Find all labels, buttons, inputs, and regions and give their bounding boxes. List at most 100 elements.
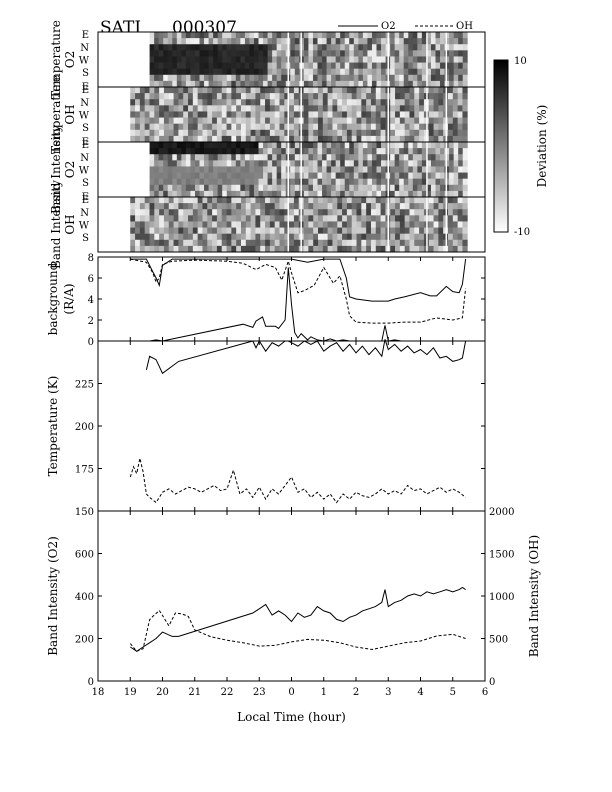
keogram-cell	[265, 87, 271, 94]
keogram-cell	[390, 87, 396, 94]
keogram-cell	[435, 80, 441, 88]
keogram-cell	[331, 32, 337, 39]
keogram-cell	[245, 245, 252, 253]
keogram-cell	[207, 215, 213, 222]
keogram-cell	[435, 148, 441, 155]
keogram-cell	[204, 154, 209, 161]
keogram-cell	[327, 111, 333, 118]
keogram-cell	[318, 123, 324, 131]
keogram-cell	[414, 197, 420, 204]
keogram-cell	[462, 74, 468, 82]
keogram-cell	[144, 93, 150, 100]
keogram-cell	[303, 80, 309, 88]
keogram-cell	[414, 221, 420, 228]
keogram-cell	[269, 129, 276, 137]
keogram-cell	[458, 184, 464, 192]
keogram-cell	[194, 166, 200, 173]
keogram-cell	[190, 56, 196, 63]
keogram-cell	[426, 166, 432, 173]
keogram-cell	[403, 172, 409, 180]
keogram-cell	[284, 203, 290, 210]
keogram-cell	[244, 44, 250, 51]
keogram-cell	[279, 105, 285, 112]
keogram-cell	[390, 80, 396, 88]
keogram-cell	[349, 56, 355, 63]
keogram-cell	[284, 215, 290, 222]
keogram-cell	[412, 142, 418, 149]
keogram-cell	[308, 129, 314, 137]
keogram-panel-species: O2	[63, 161, 77, 178]
keogram-cell	[199, 74, 205, 82]
keogram-cell	[293, 93, 300, 100]
keogram-cell	[135, 233, 141, 241]
keogram-cell	[399, 172, 405, 180]
keogram-cell	[462, 172, 468, 180]
keogram-cell	[240, 148, 246, 155]
keogram-cell	[417, 44, 423, 51]
keogram-cell	[452, 99, 459, 106]
keogram-cell	[274, 129, 280, 137]
keogram-cell	[346, 135, 353, 143]
keogram-cell	[457, 209, 463, 216]
colorbar-max-label: 10	[514, 56, 527, 67]
keogram-cell	[327, 233, 333, 241]
keogram-cell	[213, 68, 219, 76]
keogram-cell	[404, 221, 410, 228]
keogram-cell	[313, 123, 319, 131]
keogram-cell	[462, 50, 468, 57]
keogram-cell	[294, 68, 300, 76]
keogram-cell	[433, 117, 439, 125]
keogram-cell	[130, 87, 136, 94]
keogram-cell	[356, 111, 362, 118]
keogram-cell	[318, 111, 324, 118]
keogram-cell	[440, 44, 445, 51]
keogram-cell	[322, 117, 329, 125]
y-tick-label: 600	[75, 550, 94, 561]
y-tick-label: 0	[88, 677, 94, 688]
keogram-cell	[158, 74, 164, 82]
keogram-cell	[344, 190, 350, 198]
keogram-cell	[188, 245, 194, 253]
keogram-cell	[139, 135, 146, 143]
keogram-cell	[185, 62, 191, 70]
keogram-cell	[249, 62, 255, 70]
keogram-cell	[408, 50, 414, 57]
keogram-cell	[190, 38, 196, 45]
keogram-cell	[303, 68, 309, 76]
keogram-cell	[172, 142, 178, 149]
keogram-cell	[274, 209, 280, 216]
y-tick-label: 200	[75, 422, 94, 433]
keogram-cell	[337, 129, 343, 137]
keogram-cell	[403, 178, 409, 186]
keogram-cell	[217, 154, 223, 161]
keogram-cell	[462, 80, 468, 88]
keogram-cell	[417, 32, 423, 39]
keogram-cell	[435, 172, 441, 180]
keogram-cell	[361, 111, 367, 118]
keogram-cell	[231, 160, 237, 167]
keogram-cell	[181, 166, 187, 173]
keogram-cell	[430, 44, 436, 51]
keogram-cell	[202, 87, 208, 94]
keogram-cell	[149, 99, 155, 106]
keogram-cell	[258, 38, 264, 45]
keogram-cell	[395, 239, 401, 247]
keogram-cell	[376, 62, 382, 70]
keogram-cell	[167, 44, 173, 51]
keogram-cell	[267, 80, 273, 88]
keogram-cell	[235, 38, 241, 45]
keogram-cell	[222, 44, 228, 51]
keogram-cell	[326, 68, 332, 76]
keogram-cell	[281, 74, 287, 82]
keogram-cell	[197, 233, 203, 241]
keogram-cell	[258, 148, 264, 155]
keogram-cell	[194, 74, 200, 82]
keogram-cell	[390, 245, 396, 253]
keogram-cell	[322, 38, 327, 45]
keogram-cell	[449, 166, 455, 173]
keogram-cell	[149, 129, 155, 137]
keogram-cell	[281, 80, 287, 88]
keogram-cell	[408, 74, 414, 82]
keogram-cell	[281, 56, 287, 63]
keogram-cell	[332, 239, 338, 247]
